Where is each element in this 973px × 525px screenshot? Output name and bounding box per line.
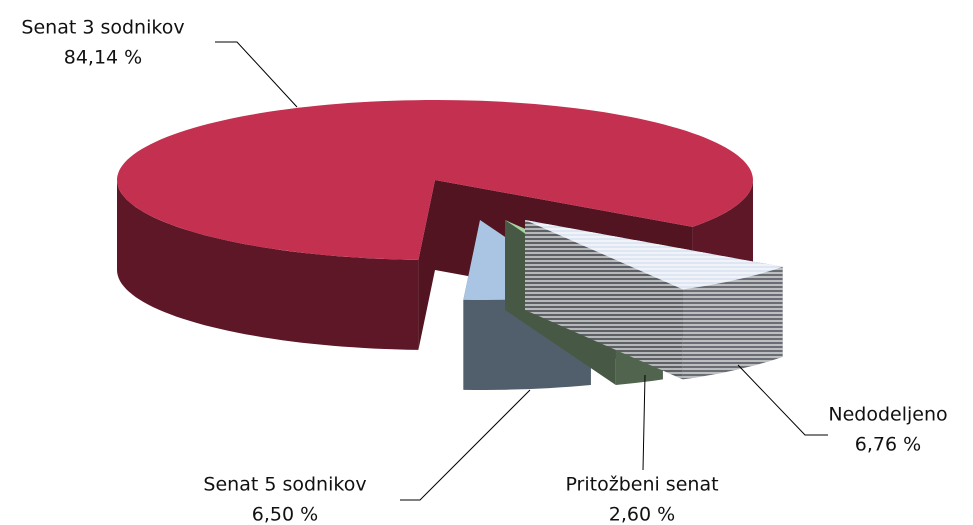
slice-value-label: 84,14 %	[64, 47, 143, 69]
slice	[525, 220, 783, 380]
slice-label: Nedodeljeno	[828, 404, 947, 426]
leader-line	[215, 41, 298, 108]
leader-line	[642, 374, 646, 471]
slice-top-stripes	[525, 220, 783, 290]
slice-side	[117, 180, 419, 350]
slice-top	[117, 100, 753, 260]
slice-label: Pritožbeni senat	[565, 474, 718, 496]
slice-wall	[418, 180, 435, 350]
slice-label: Senat 5 sodnikov	[203, 474, 366, 496]
slice-label: Senat 3 sodnikov	[21, 17, 184, 39]
slice-value-label: 2,60 %	[609, 504, 675, 525]
slice-value-label: 6,76 %	[855, 434, 921, 456]
leader-line	[737, 364, 828, 436]
leader-line	[400, 389, 531, 501]
slice-value-label: 6,50 %	[252, 504, 318, 525]
slice-side-stripes	[682, 266, 783, 380]
slice-wall-stripes	[525, 220, 683, 380]
